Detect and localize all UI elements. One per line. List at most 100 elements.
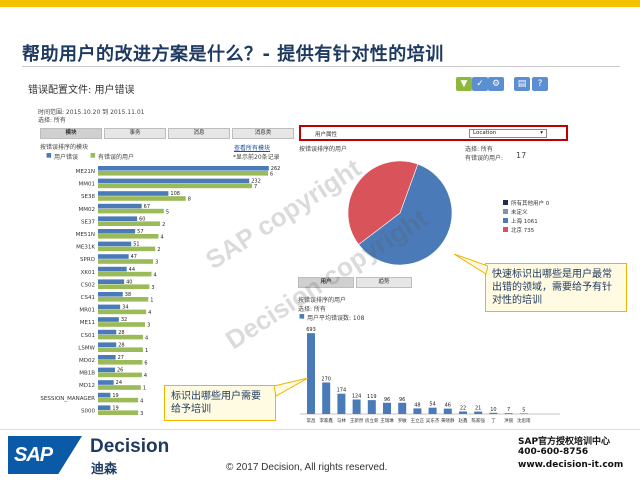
- user-errors-value: 40: [126, 279, 132, 285]
- user-name-label: 王瑞琳: [380, 417, 394, 424]
- module-label: CS02: [81, 282, 95, 288]
- user-name-label: 李家鑫: [319, 417, 333, 424]
- users-count-label: 有错误的用户:: [465, 155, 504, 162]
- filter-icon[interactable]: ▼: [456, 77, 472, 91]
- copyright: © 2017 Decision, All rights reserved.: [226, 462, 388, 473]
- contact-website[interactable]: www.decision-it.com: [518, 460, 624, 470]
- pie-slice: [358, 163, 453, 266]
- settings-icon[interactable]: ⚙: [488, 77, 504, 91]
- users-with-errors-value: 4: [140, 398, 143, 404]
- users-with-errors-bar: [98, 284, 150, 289]
- user-bar: [489, 412, 498, 414]
- tab-message[interactable]: 消息: [168, 128, 230, 139]
- user-errors-value: 27: [118, 355, 124, 361]
- user-errors-bar: [98, 254, 129, 259]
- user-errors-value: 60: [139, 216, 145, 222]
- user-bar-value: 5: [522, 407, 525, 413]
- users-with-errors-bar: [98, 234, 159, 239]
- user-name-label: 房立新: [365, 417, 379, 424]
- user-errors-bar: [98, 405, 111, 410]
- user-errors-value: 108: [170, 191, 180, 197]
- users-with-errors-bar: [98, 322, 146, 327]
- user-name-label: 赵鑫: [459, 417, 468, 424]
- user-name-label: 罗敏: [398, 417, 407, 424]
- user-errors-bar: [98, 241, 132, 247]
- module-label: ME21N: [76, 169, 95, 175]
- user-name-label: 丁: [491, 418, 496, 424]
- check-icon[interactable]: ✓: [472, 77, 488, 91]
- user-errors-bar: [98, 266, 127, 272]
- tab-module[interactable]: 模块: [40, 128, 102, 139]
- pie-legend-label: 所有其他用户 0: [511, 201, 550, 207]
- user-name-label: 吴东杰: [426, 417, 440, 424]
- selection-label: 选择: 所有: [38, 117, 66, 124]
- tab-transaction[interactable]: 事务: [104, 128, 166, 139]
- user-errors-value: 262: [271, 166, 281, 172]
- module-label: ME51N: [76, 232, 95, 238]
- user-errors-bar: [98, 329, 117, 335]
- tab-message-class[interactable]: 消息类: [232, 128, 294, 139]
- user-bar: [337, 393, 346, 414]
- view-all-modules-link[interactable]: 查看所有模块: [234, 145, 271, 152]
- pie-legend-label: 北京 735: [511, 228, 535, 234]
- users-with-errors-bar: [98, 208, 164, 214]
- user-bar-value: 10: [490, 407, 496, 413]
- user-name-label: 陈家强: [471, 417, 485, 424]
- slide-title: 帮助用户的改进方案是什么？- 提供有针对性的培训: [22, 44, 444, 65]
- user-bar: [413, 408, 422, 414]
- module-label: ME31K: [76, 245, 95, 251]
- user-name-label: 马林: [337, 417, 346, 424]
- module-label: XK01: [81, 270, 95, 276]
- user-errors-bar: [98, 342, 117, 347]
- user-bar-value: 270: [321, 377, 331, 383]
- pie-legend-label: 未定义: [511, 210, 528, 216]
- user-bar: [443, 408, 452, 414]
- location-pie-chart: [347, 160, 453, 266]
- tab-user[interactable]: 用户: [298, 277, 354, 288]
- user-bar-value: 124: [352, 394, 362, 400]
- location-select[interactable]: Location ▾: [469, 129, 547, 138]
- module-label: LSMW: [78, 345, 95, 351]
- users-with-errors-bar: [98, 271, 152, 277]
- users-with-errors-bar: [98, 410, 139, 415]
- sap-logo-text: SAP: [14, 444, 53, 466]
- user-bar-value: 48: [414, 402, 420, 408]
- contact-phone: 400-600-8756: [518, 447, 589, 457]
- legend-users-with-errors: 有错误的用户: [98, 154, 135, 161]
- module-label: ME11: [80, 320, 95, 326]
- users-with-errors-bar: [98, 259, 154, 264]
- user-bar-value: 693: [306, 327, 316, 333]
- user-bar-value: 22: [460, 405, 466, 411]
- user-errors-bar: [98, 166, 269, 171]
- user-errors-bar: [98, 191, 169, 196]
- user-bar: [519, 413, 528, 414]
- callout-user-training: 标识出哪些用户需要给予培训: [164, 385, 276, 421]
- users-with-errors-value: 1: [143, 386, 146, 392]
- top20-note: *显示前20条记录: [233, 154, 280, 161]
- users-with-errors-bar: [98, 171, 269, 176]
- module-label: SE37: [81, 219, 95, 225]
- user-bar: [383, 402, 391, 414]
- users-with-errors-bar: [98, 309, 147, 315]
- users-with-errors-value: 1: [150, 298, 153, 304]
- users-with-errors-bar: [98, 297, 149, 302]
- users-count: 17: [516, 151, 527, 160]
- report-title: 错误配置文件: 用户错误: [28, 85, 135, 96]
- module-label: CS41: [81, 295, 95, 301]
- user-errors-bar: [98, 380, 114, 385]
- pie-legend-item: 所有其他用户 0: [503, 200, 549, 209]
- user-name-label: 沈思雨: [517, 417, 531, 424]
- legend-user-errors: 用户错误: [54, 154, 79, 161]
- pie-slice: [347, 160, 419, 245]
- help-icon[interactable]: ?: [532, 77, 548, 91]
- pie-legend-swatch: [503, 200, 508, 205]
- users-with-errors-value: 3: [147, 323, 150, 329]
- print-icon[interactable]: ▤: [514, 77, 530, 91]
- users-with-errors-bar: [98, 221, 161, 226]
- bottom-legend: 用户平均错误数: 108: [307, 315, 365, 322]
- pie-legend-swatch: [503, 209, 508, 214]
- user-errors-bar: [98, 355, 116, 360]
- location-select-value: Location: [473, 130, 497, 136]
- users-with-errors-value: 4: [145, 335, 148, 341]
- tab-trend[interactable]: 趋势: [356, 277, 412, 288]
